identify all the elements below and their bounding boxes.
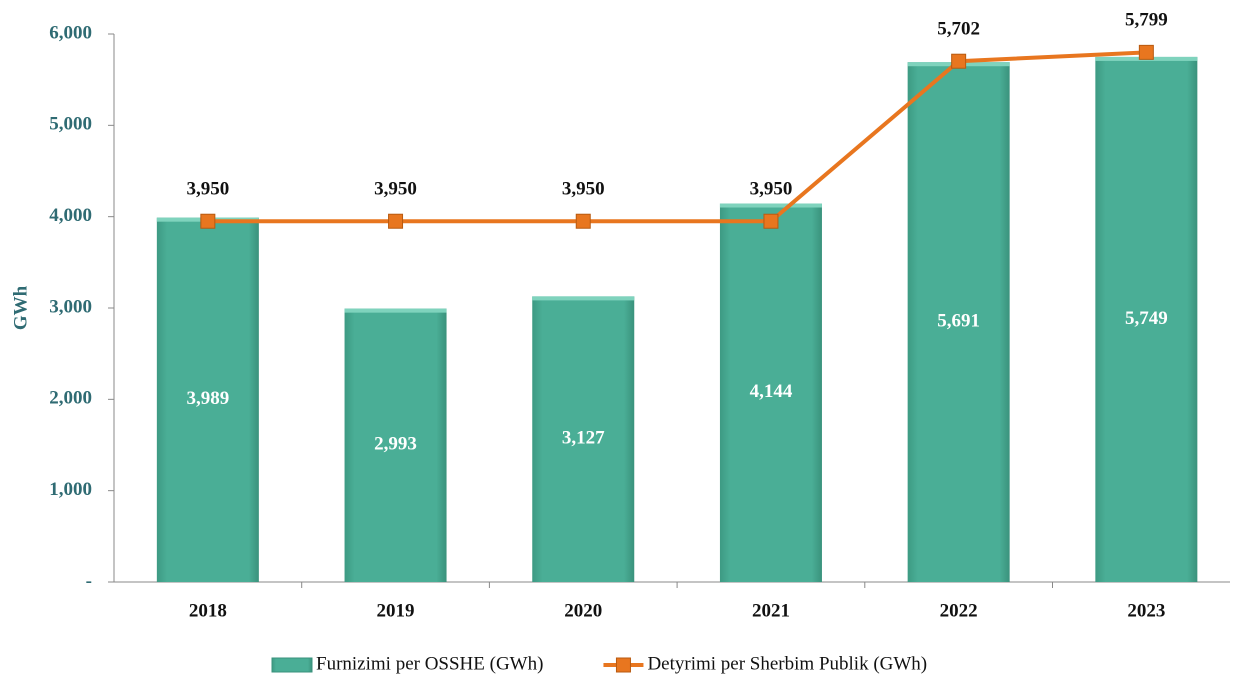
bar-value-label: 3,127: [562, 428, 605, 449]
x-tick-label: 2019: [377, 600, 415, 621]
bar: [907, 62, 1010, 583]
line-marker: [388, 213, 404, 229]
line-marker: [1138, 44, 1154, 60]
line: [207, 50, 1147, 224]
bar-top: [344, 308, 447, 313]
line-value-label: 3,950: [750, 179, 793, 200]
bar-value-label: 2,993: [374, 434, 417, 455]
y-tick-label: 3,000: [49, 296, 92, 317]
line-marker: [951, 53, 967, 69]
line-value-label: 5,702: [937, 19, 980, 40]
line-value-label: 5,799: [1125, 10, 1168, 31]
line-value-label: 3,950: [374, 179, 417, 200]
bar-top: [719, 203, 822, 208]
y-tick-label: 5,000: [49, 114, 92, 135]
legend-swatch: [271, 657, 313, 673]
x-tick-label: 2020: [564, 600, 602, 621]
x-tick-label: 2023: [1127, 600, 1165, 621]
bar-top: [532, 296, 635, 301]
y-axis-label: GWh: [10, 285, 31, 330]
legend-label: Furnizimi per OSSHE (GWh): [316, 653, 543, 674]
line-marker: [575, 213, 591, 229]
y-tick-label: 1,000: [49, 479, 92, 500]
line-value-label: 3,950: [186, 179, 229, 200]
bar: [532, 296, 635, 582]
legend-swatch-marker: [615, 657, 631, 673]
x-tick-label: 2022: [940, 600, 978, 621]
bar: [1095, 56, 1198, 582]
y-tick-label: -: [86, 570, 92, 591]
line-value-label: 3,950: [562, 179, 605, 200]
bar-value-label: 4,144: [750, 381, 793, 402]
line-marker: [763, 213, 779, 229]
legend-label: Detyrimi per Sherbim Publik (GWh): [647, 653, 927, 674]
x-tick-label: 2021: [752, 600, 790, 621]
bar: [719, 203, 822, 583]
y-tick-label: 6,000: [49, 22, 92, 43]
y-tick-label: 2,000: [49, 388, 92, 409]
bar-value-label: 5,691: [937, 310, 980, 331]
bar: [344, 308, 447, 582]
line-marker: [200, 213, 216, 229]
bar-value-label: 5,749: [1125, 308, 1168, 329]
x-tick-label: 2018: [189, 600, 227, 621]
bar-value-label: 3,989: [186, 388, 229, 409]
y-tick-label: 4,000: [49, 205, 92, 226]
bar: [156, 217, 259, 582]
